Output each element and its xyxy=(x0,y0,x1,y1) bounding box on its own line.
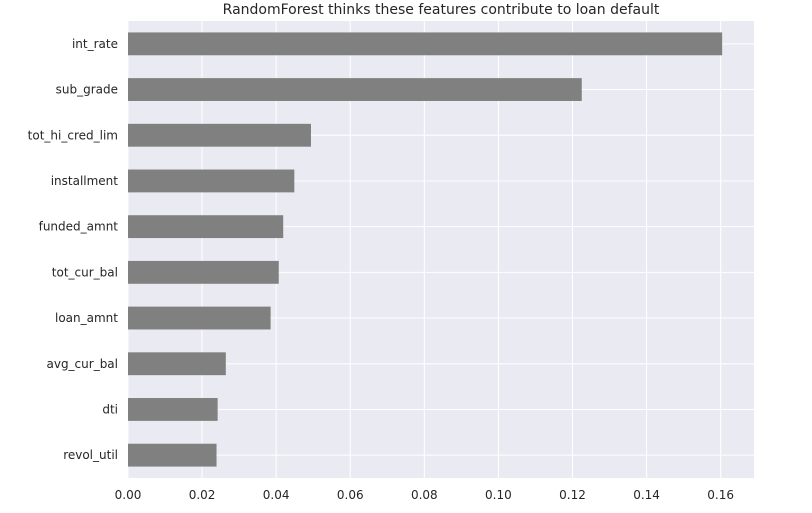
y-tick-label: loan_amnt xyxy=(55,311,118,325)
y-tick-label: tot_hi_cred_lim xyxy=(28,128,118,142)
y-tick-label: int_rate xyxy=(72,37,118,51)
bar-dti xyxy=(128,398,218,421)
bar-loan_amnt xyxy=(128,306,271,330)
y-tick-label: installment xyxy=(51,174,119,188)
y-tick-label: sub_grade xyxy=(56,83,118,97)
x-tick-label: 0.10 xyxy=(485,488,512,502)
y-tick-label: avg_cur_bal xyxy=(46,357,118,371)
y-tick-labels: int_rate sub_grade tot_hi_cred_lim installm… xyxy=(28,37,119,462)
x-tick-label: 0.12 xyxy=(559,488,586,502)
y-tick-label: dti xyxy=(102,402,118,416)
y-tick-label: revol_util xyxy=(63,448,118,462)
bar-installment xyxy=(128,169,295,193)
y-tick-label: funded_amnt xyxy=(39,220,119,234)
bar-int_rate xyxy=(128,32,723,56)
x-tick-label: 0.08 xyxy=(411,488,438,502)
x-tick-label: 0.16 xyxy=(707,488,734,502)
x-tick-labels: 0.00 0.02 0.04 0.06 0.08 0.10 0.12 0.14 0.16 xyxy=(115,488,734,502)
x-tick-label: 0.14 xyxy=(633,488,660,502)
bar-tot_hi_cred_lim xyxy=(128,123,311,147)
x-tick-label: 0.00 xyxy=(115,488,142,502)
y-tick-label: tot_cur_bal xyxy=(52,265,118,279)
bar-revol_util xyxy=(128,443,217,467)
bar-funded_amnt xyxy=(128,215,284,239)
x-tick-label: 0.04 xyxy=(263,488,290,502)
chart-title: RandomForest thinks these features contr… xyxy=(223,2,660,18)
x-tick-label: 0.06 xyxy=(337,488,364,502)
x-tick-label: 0.02 xyxy=(189,488,216,502)
bars xyxy=(128,32,723,467)
bar-avg_cur_bal xyxy=(128,352,226,376)
bar-sub_grade xyxy=(128,78,582,101)
bar-tot_cur_bal xyxy=(128,260,279,284)
